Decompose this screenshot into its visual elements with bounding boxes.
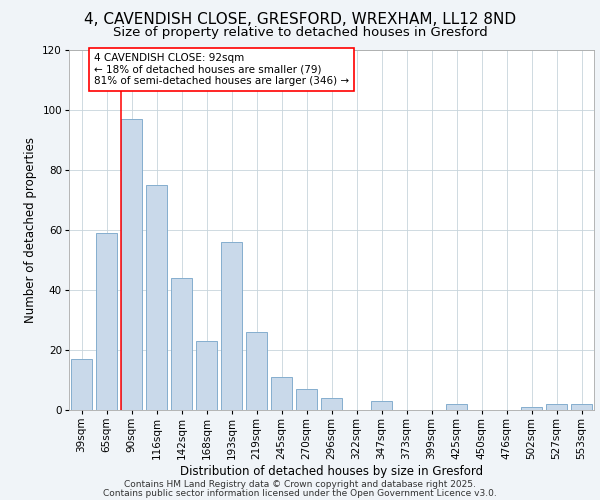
Bar	[146, 185, 167, 410]
Bar	[521, 407, 542, 410]
Text: Size of property relative to detached houses in Gresford: Size of property relative to detached ho…	[113, 26, 487, 39]
Bar	[296, 389, 317, 410]
Bar	[571, 404, 592, 410]
Bar	[371, 401, 392, 410]
Bar	[196, 341, 217, 410]
Bar	[246, 332, 267, 410]
Bar	[446, 404, 467, 410]
Bar	[271, 377, 292, 410]
Bar	[71, 359, 92, 410]
Bar	[221, 242, 242, 410]
Bar	[321, 398, 342, 410]
Bar	[96, 233, 117, 410]
Bar	[546, 404, 567, 410]
X-axis label: Distribution of detached houses by size in Gresford: Distribution of detached houses by size …	[180, 464, 483, 477]
Text: Contains HM Land Registry data © Crown copyright and database right 2025.: Contains HM Land Registry data © Crown c…	[124, 480, 476, 489]
Bar	[121, 119, 142, 410]
Text: Contains public sector information licensed under the Open Government Licence v3: Contains public sector information licen…	[103, 488, 497, 498]
Y-axis label: Number of detached properties: Number of detached properties	[24, 137, 37, 323]
Bar	[171, 278, 192, 410]
Text: 4, CAVENDISH CLOSE, GRESFORD, WREXHAM, LL12 8ND: 4, CAVENDISH CLOSE, GRESFORD, WREXHAM, L…	[84, 12, 516, 28]
Text: 4 CAVENDISH CLOSE: 92sqm
← 18% of detached houses are smaller (79)
81% of semi-d: 4 CAVENDISH CLOSE: 92sqm ← 18% of detach…	[94, 53, 349, 86]
